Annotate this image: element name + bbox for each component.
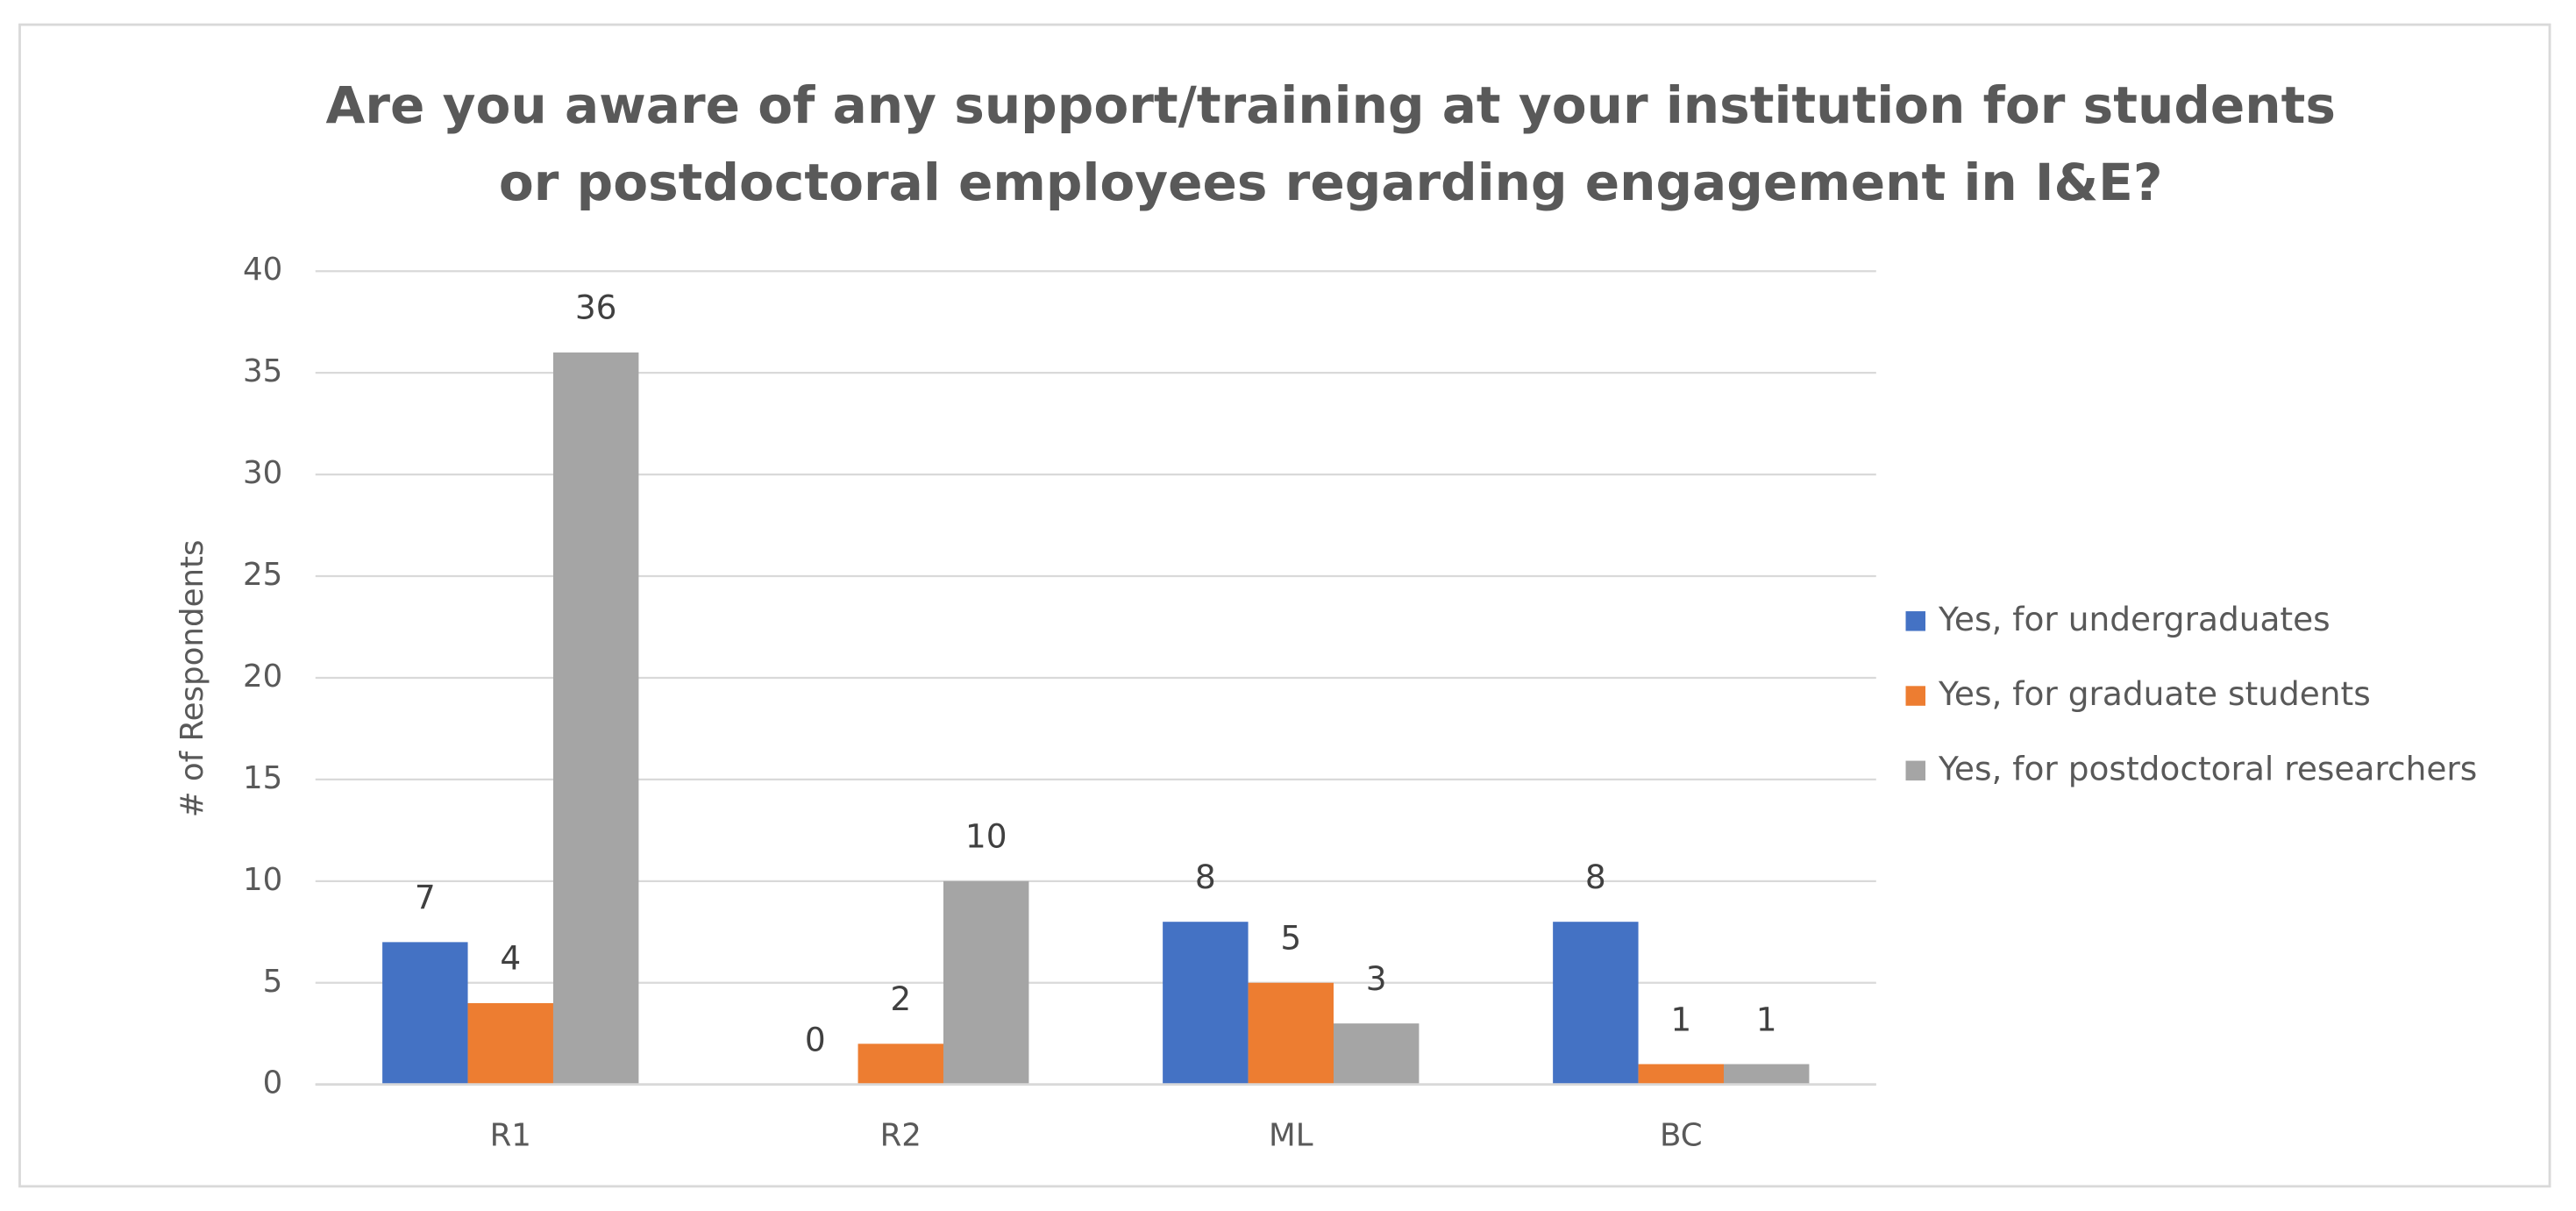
bar [1724, 1064, 1810, 1085]
data-label: 7 [415, 878, 436, 916]
legend-label: Yes, for undergraduates [1938, 600, 2330, 638]
data-label: 1 [1756, 1000, 1777, 1038]
data-label: 2 [890, 979, 911, 1018]
bar [1163, 922, 1249, 1085]
y-axis-label: # of Respondents [174, 539, 210, 817]
y-tick-label: 25 [243, 557, 282, 593]
data-label: 5 [1280, 919, 1301, 958]
data-label: 1 [1670, 1000, 1691, 1038]
chart-title: or postdoctoral employees regarding enga… [499, 153, 2163, 212]
bar [552, 352, 639, 1085]
bar [943, 880, 1029, 1085]
y-tick-label: 30 [243, 455, 282, 491]
data-label: 4 [500, 939, 521, 978]
chart-title: Are you aware of any support/training at… [325, 75, 2336, 135]
y-tick-label: 40 [243, 252, 282, 288]
bar [467, 1002, 553, 1085]
data-label: 8 [1585, 858, 1606, 896]
bar [1248, 982, 1334, 1085]
bar [1553, 922, 1639, 1085]
x-tick-label: ML [1269, 1118, 1313, 1154]
y-tick-label: 20 [243, 659, 282, 695]
bar [382, 942, 468, 1085]
x-tick-label: R2 [880, 1118, 922, 1154]
data-label: 10 [965, 817, 1007, 856]
data-label: 36 [575, 289, 617, 327]
bar [857, 1044, 943, 1085]
data-label: 8 [1195, 858, 1216, 896]
y-tick-label: 0 [263, 1065, 283, 1101]
data-label: 0 [805, 1020, 826, 1058]
legend-label: Yes, for graduate students [1938, 674, 2371, 713]
x-tick-label: BC [1660, 1118, 1703, 1154]
bar [1638, 1064, 1725, 1085]
y-tick-label: 35 [243, 353, 282, 389]
y-tick-label: 10 [243, 862, 282, 898]
legend-swatch [1905, 686, 1926, 706]
bar [1333, 1023, 1420, 1085]
x-tick-label: R1 [490, 1118, 531, 1154]
data-label: 3 [1366, 959, 1387, 998]
y-tick-label: 5 [263, 964, 283, 1000]
legend-label: Yes, for postdoctoral researchers [1938, 749, 2477, 787]
y-tick-label: 15 [243, 760, 282, 796]
legend-swatch [1905, 760, 1926, 781]
legend-swatch [1905, 611, 1926, 631]
